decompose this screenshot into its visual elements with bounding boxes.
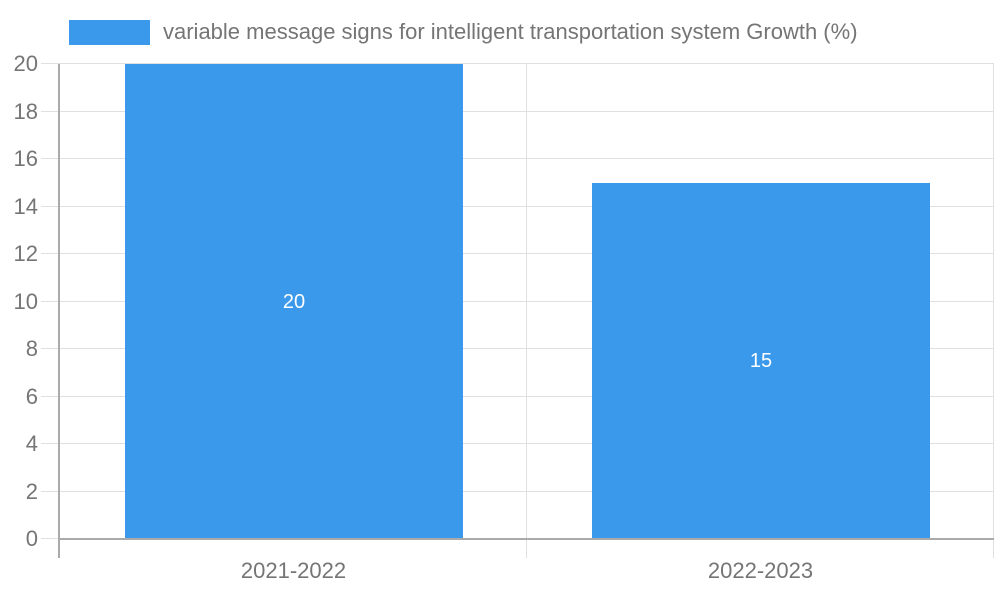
y-axis-tick-label: 18 bbox=[13, 98, 38, 124]
y-axis-tick-label: 16 bbox=[13, 146, 38, 171]
bar-value-label: 15 bbox=[749, 350, 773, 372]
x-axis-category-label: 2022-2023 bbox=[707, 558, 814, 583]
gridline bbox=[41, 253, 994, 254]
y-axis-tick-label: 0 bbox=[25, 526, 38, 551]
gridline bbox=[41, 443, 994, 444]
y-axis-tick-label: 4 bbox=[25, 431, 38, 456]
x-axis-line bbox=[60, 538, 994, 540]
y-axis-tick-label: 6 bbox=[25, 383, 38, 409]
legend-label: variable message signs for intelligent t… bbox=[163, 19, 858, 44]
gridline bbox=[41, 63, 994, 64]
gridline bbox=[41, 490, 994, 492]
y-axis-tick-label: 12 bbox=[13, 241, 38, 266]
chart-legend: variable message signs for intelligent t… bbox=[69, 18, 858, 46]
gridline bbox=[41, 158, 994, 159]
x-axis-category-label: 2021-2022 bbox=[240, 558, 347, 583]
bar bbox=[125, 64, 463, 539]
bar bbox=[592, 182, 930, 539]
y-axis-tick-label: 10 bbox=[13, 288, 38, 314]
gridline bbox=[41, 300, 994, 302]
gridline bbox=[41, 395, 994, 397]
category-boundary-line bbox=[526, 64, 527, 558]
y-axis-line bbox=[58, 64, 60, 558]
y-axis-tick-label: 14 bbox=[13, 193, 38, 219]
y-axis-tick-label: 8 bbox=[25, 336, 38, 361]
y-axis-tick-label: 20 bbox=[13, 51, 38, 76]
legend-swatch bbox=[69, 19, 150, 45]
gridline bbox=[41, 348, 994, 349]
gridline bbox=[41, 205, 994, 207]
gridline bbox=[41, 110, 994, 112]
bar-value-label: 20 bbox=[282, 291, 306, 313]
y-axis-tick-label: 2 bbox=[25, 478, 38, 504]
category-boundary-line bbox=[993, 64, 994, 558]
